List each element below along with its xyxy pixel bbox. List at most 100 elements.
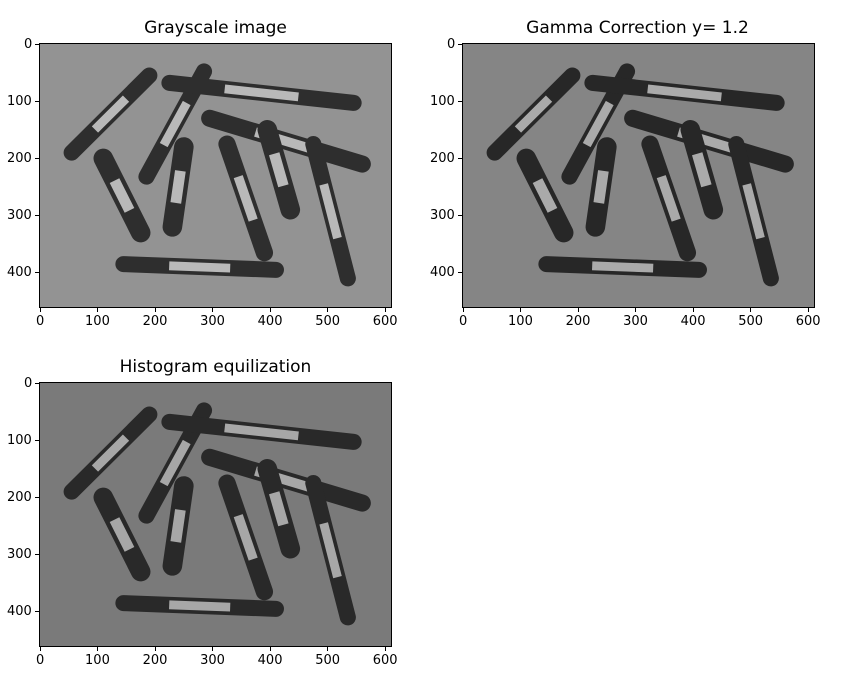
marker	[161, 74, 362, 111]
x-tick-label: 0	[36, 653, 45, 668]
y-tick	[35, 100, 39, 102]
y-tick	[35, 382, 39, 384]
x-tick-label: 600	[372, 653, 398, 668]
y-tick-label: 100	[7, 432, 32, 448]
marker	[538, 256, 707, 278]
marker	[641, 135, 697, 262]
marker-image	[40, 44, 391, 307]
x-tick	[327, 647, 329, 651]
y-tick	[35, 43, 39, 45]
x-tick-label: 0	[36, 314, 45, 329]
x-tick-label: 100	[85, 314, 110, 329]
marker	[162, 137, 194, 237]
y-tick	[35, 215, 39, 217]
panel-title: Grayscale image	[144, 18, 287, 38]
marker	[585, 137, 617, 237]
x-tick	[327, 308, 329, 312]
panel-title: Gamma Correction y= 1.2	[526, 18, 749, 38]
x-tick-label: 300	[623, 314, 648, 329]
marker	[115, 595, 284, 617]
marker-image	[463, 44, 814, 307]
marker	[305, 136, 356, 287]
y-tick-label: 100	[430, 93, 455, 109]
image-axes	[39, 43, 392, 308]
y-tick	[458, 43, 462, 45]
marker	[161, 413, 362, 450]
marker	[162, 476, 194, 576]
y-tick	[35, 611, 39, 613]
x-tick-label: 600	[372, 314, 398, 329]
marker	[486, 67, 581, 161]
y-tick-label: 200	[430, 150, 455, 166]
y-tick-label: 300	[7, 547, 32, 563]
x-tick	[269, 647, 271, 651]
x-tick	[692, 308, 694, 312]
marker	[584, 74, 785, 111]
marker	[218, 474, 274, 601]
x-tick-label: 0	[459, 314, 468, 329]
x-tick	[39, 647, 41, 651]
x-tick-label: 500	[315, 653, 341, 668]
x-tick-label: 300	[200, 653, 225, 668]
y-tick-label: 300	[430, 208, 455, 224]
x-tick	[212, 308, 214, 312]
panel-grayscale: Grayscale image 0 100 200 300 400 500 600 0 100 2…	[0, 0, 420, 340]
marker	[93, 487, 151, 582]
marker	[63, 67, 158, 161]
marker	[63, 406, 158, 500]
x-tick-label: 400	[680, 314, 706, 329]
x-tick	[97, 308, 99, 312]
x-tick	[154, 647, 156, 651]
x-tick	[520, 308, 522, 312]
marker	[93, 148, 151, 243]
marker	[218, 135, 274, 262]
x-tick-label: 200	[142, 314, 168, 329]
y-tick-label: 400	[7, 604, 32, 620]
y-tick-label: 200	[7, 150, 32, 166]
x-tick	[807, 308, 809, 312]
x-tick	[577, 308, 579, 312]
y-tick-label: 0	[24, 375, 33, 391]
y-tick-label: 100	[7, 93, 32, 109]
y-tick	[35, 157, 39, 159]
y-tick	[35, 496, 39, 498]
y-tick	[35, 272, 39, 274]
x-tick	[384, 308, 386, 312]
x-tick	[212, 647, 214, 651]
x-tick-label: 200	[142, 653, 168, 668]
x-tick	[635, 308, 637, 312]
y-tick	[35, 554, 39, 556]
x-tick	[154, 308, 156, 312]
x-tick-label: 600	[795, 314, 821, 329]
panel-histogram: Histogram equilization 0 100 200 300 400 500 6…	[0, 340, 420, 689]
marker	[516, 148, 574, 243]
y-tick	[458, 215, 462, 217]
y-tick-label: 200	[7, 489, 32, 505]
y-tick-label: 400	[430, 265, 455, 281]
x-tick-label: 300	[200, 314, 225, 329]
panel-title: Histogram equilization	[119, 357, 312, 377]
x-tick	[384, 647, 386, 651]
x-tick-label: 200	[565, 314, 591, 329]
marker	[257, 120, 301, 220]
marker	[115, 256, 284, 278]
image-axes	[462, 43, 815, 308]
x-tick	[269, 308, 271, 312]
x-tick	[462, 308, 464, 312]
y-tick	[35, 439, 39, 441]
y-tick-label: 0	[447, 36, 456, 52]
x-tick-label: 500	[738, 314, 764, 329]
x-tick	[750, 308, 752, 312]
marker	[257, 459, 301, 559]
marker	[305, 475, 356, 626]
marker-image	[40, 383, 391, 646]
y-tick-label: 0	[24, 36, 33, 52]
x-tick-label: 400	[257, 314, 283, 329]
x-tick-label: 400	[257, 653, 283, 668]
y-tick-label: 300	[7, 208, 32, 224]
y-tick-label: 400	[7, 265, 32, 281]
marker	[728, 136, 779, 287]
y-tick	[458, 157, 462, 159]
image-axes	[39, 382, 392, 647]
x-tick-label: 100	[508, 314, 533, 329]
